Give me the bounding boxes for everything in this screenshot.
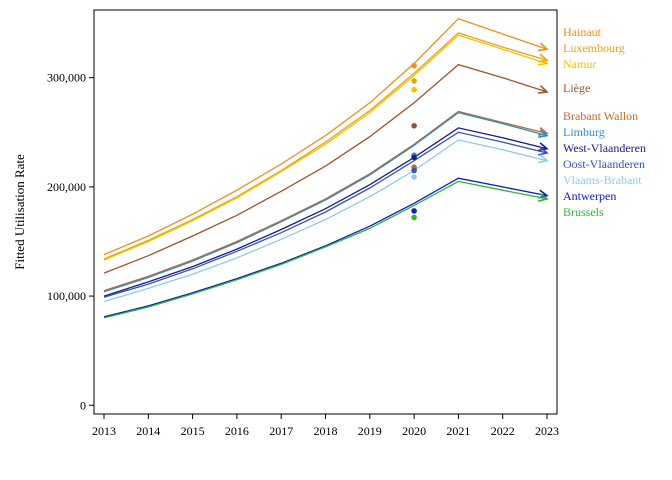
series-line: [103, 32, 548, 260]
legend-entry: Vlaams-Brabant: [563, 173, 642, 187]
legend-entry: Luxembourg: [563, 41, 625, 55]
series-line: [103, 139, 548, 303]
legend-entry: Brabant Wallon: [563, 109, 638, 123]
series-line: [103, 110, 548, 292]
observed-point: [411, 122, 417, 129]
series-arrowhead: [537, 85, 549, 94]
y-tick-label: 100,000: [47, 289, 86, 303]
series-lines: [103, 17, 549, 319]
legend-entry: Antwerpen: [563, 189, 616, 203]
x-tick-label: 2020: [402, 424, 426, 438]
y-tick-label: 300,000: [47, 71, 86, 85]
legend-entry: Limburg: [563, 125, 605, 139]
observed-point: [411, 78, 417, 84]
series-arrowhead: [538, 146, 549, 156]
axis-ticks: 0 100,000 200,000 300,000 2013 2014 2015 2016 20…: [47, 71, 559, 438]
series-arrowhead: [538, 192, 549, 202]
series-line: [103, 111, 548, 293]
observed-point: [411, 154, 417, 161]
series-arrowhead: [537, 56, 549, 66]
y-axis-label: Fitted Utilisation Rate: [12, 154, 27, 270]
y-tick-label: 0: [80, 398, 86, 412]
series-line: [103, 127, 548, 297]
series-arrowhead: [538, 142, 549, 152]
x-tick-label: 2014: [136, 424, 160, 438]
x-tick-label: 2019: [358, 424, 382, 438]
series-line: [103, 180, 548, 319]
legend-entry: Oost-Vlaanderen: [563, 157, 645, 171]
observed-point: [411, 174, 417, 180]
series-line: [103, 131, 548, 298]
observed-points: [411, 62, 417, 221]
x-tick-label: 2023: [535, 424, 559, 438]
observed-point: [411, 86, 417, 93]
x-tick-label: 2018: [314, 424, 338, 438]
x-tick-label: 2013: [92, 424, 116, 438]
series-line: [103, 34, 548, 261]
legend-entry: Namur: [563, 57, 596, 71]
observed-point: [411, 62, 417, 69]
y-tick-label: 200,000: [47, 180, 86, 194]
series-arrowhead: [538, 154, 549, 164]
series-line: [103, 63, 548, 274]
legend-entry: Brussels: [563, 205, 604, 219]
legend-entry: Liège: [563, 81, 590, 95]
x-tick-label: 2021: [446, 424, 470, 438]
observed-point: [411, 214, 417, 221]
observed-point: [411, 167, 417, 174]
legend-entry: West-Vlaanderen: [563, 141, 646, 155]
observed-point: [411, 208, 417, 214]
x-tick-label: 2015: [181, 424, 205, 438]
x-tick-label: 2022: [491, 424, 515, 438]
legend: Hainaut Luxembourg Namur Liège Brabant Wallo…: [563, 25, 646, 219]
series-line: [103, 177, 548, 318]
series-arrowhead: [538, 42, 549, 52]
series-arrowhead: [538, 129, 549, 138]
x-tick-label: 2017: [269, 424, 293, 438]
series-line: [103, 17, 548, 256]
legend-entry: Hainaut: [563, 25, 602, 39]
x-tick-label: 2016: [225, 424, 249, 438]
